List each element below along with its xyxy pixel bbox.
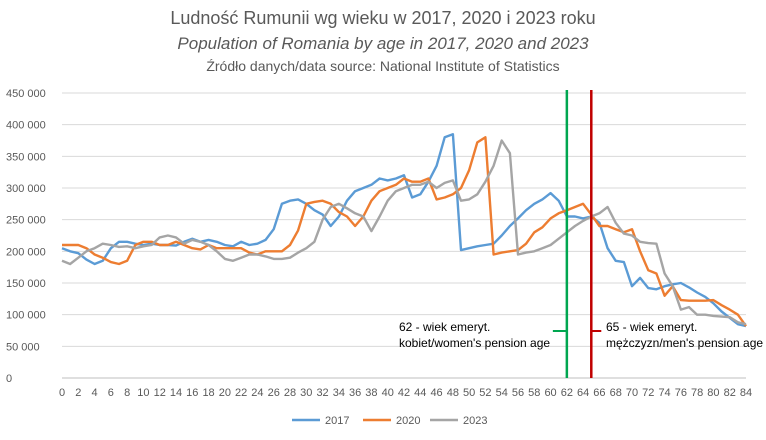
y-tick-label: 150 000 — [6, 278, 46, 290]
x-tick-label: 84 — [740, 387, 752, 399]
x-tick-label: 52 — [479, 387, 491, 399]
y-tick-label: 450 000 — [6, 88, 46, 100]
women-pension-age-label-line1: 62 - wiek emeryt. — [399, 320, 490, 334]
y-tick-label: 300 000 — [6, 183, 46, 195]
y-tick-label: 200 000 — [6, 246, 46, 258]
x-tick-label: 48 — [447, 387, 459, 399]
x-tick-label: 42 — [398, 387, 410, 399]
y-tick-label: 250 000 — [6, 215, 46, 227]
x-tick-label: 80 — [707, 387, 719, 399]
women-pension-age-label-line2: kobiet/women's pension age — [399, 336, 550, 350]
y-tick-label: 100 000 — [6, 310, 46, 322]
x-tick-label: 50 — [463, 387, 475, 399]
x-tick-label: 28 — [284, 387, 296, 399]
x-tick-label: 62 — [561, 387, 573, 399]
x-tick-label: 60 — [544, 387, 556, 399]
x-tick-label: 76 — [675, 387, 687, 399]
y-tick-label: 400 000 — [6, 120, 46, 132]
x-tick-label: 36 — [349, 387, 361, 399]
x-tick-label: 72 — [642, 387, 654, 399]
x-tick-label: 44 — [414, 387, 426, 399]
x-tick-label: 14 — [170, 387, 182, 399]
x-tick-label: 46 — [430, 387, 442, 399]
chart-title: Ludność Rumunii wg wieku w 2017, 2020 i … — [170, 8, 596, 28]
x-tick-label: 22 — [235, 387, 247, 399]
x-tick-label: 24 — [251, 387, 263, 399]
x-tick-label: 32 — [316, 387, 328, 399]
series-line-2017 — [61, 132, 747, 328]
x-tick-label: 70 — [626, 387, 638, 399]
x-tick-label: 38 — [365, 387, 377, 399]
x-tick-label: 56 — [512, 387, 524, 399]
x-tick-label: 4 — [92, 387, 98, 399]
x-tick-label: 26 — [268, 387, 280, 399]
series-line-2020 — [62, 136, 747, 327]
x-tick-label: 2 — [75, 387, 81, 399]
x-tick-label: 54 — [496, 387, 508, 399]
legend-label-2020: 2020 — [396, 415, 420, 427]
x-tick-label: 16 — [186, 387, 198, 399]
men-pension-age-label-line1: 65 - wiek emeryt. — [606, 320, 697, 334]
x-tick-label: 8 — [124, 387, 130, 399]
men-pension-age-label-line2: mężczyzn/men's pension age — [606, 336, 763, 350]
x-tick-label: 18 — [202, 387, 214, 399]
x-tick-label: 10 — [137, 387, 149, 399]
x-tick-label: 30 — [300, 387, 312, 399]
x-tick-label: 12 — [154, 387, 166, 399]
legend-label-2023: 2023 — [463, 415, 487, 427]
y-tick-label: 0 — [6, 373, 12, 385]
x-tick-label: 40 — [382, 387, 394, 399]
x-tick-label: 66 — [593, 387, 605, 399]
x-tick-label: 0 — [59, 387, 65, 399]
series-line-2023 — [61, 139, 747, 326]
x-tick-label: 74 — [658, 387, 670, 399]
x-tick-label: 82 — [724, 387, 736, 399]
x-tick-label: 78 — [691, 387, 703, 399]
x-tick-label: 20 — [219, 387, 231, 399]
x-tick-label: 58 — [528, 387, 540, 399]
x-tick-label: 64 — [577, 387, 589, 399]
chart-source: Źródło danych/data source: National Inst… — [206, 58, 560, 74]
legend-label-2017: 2017 — [325, 415, 349, 427]
y-tick-label: 50 000 — [6, 341, 40, 353]
y-tick-label: 350 000 — [6, 151, 46, 163]
chart-subtitle: Population of Romania by age in 2017, 20… — [177, 34, 589, 53]
x-tick-label: 6 — [108, 387, 114, 399]
x-tick-label: 68 — [610, 387, 622, 399]
x-tick-label: 34 — [333, 387, 345, 399]
